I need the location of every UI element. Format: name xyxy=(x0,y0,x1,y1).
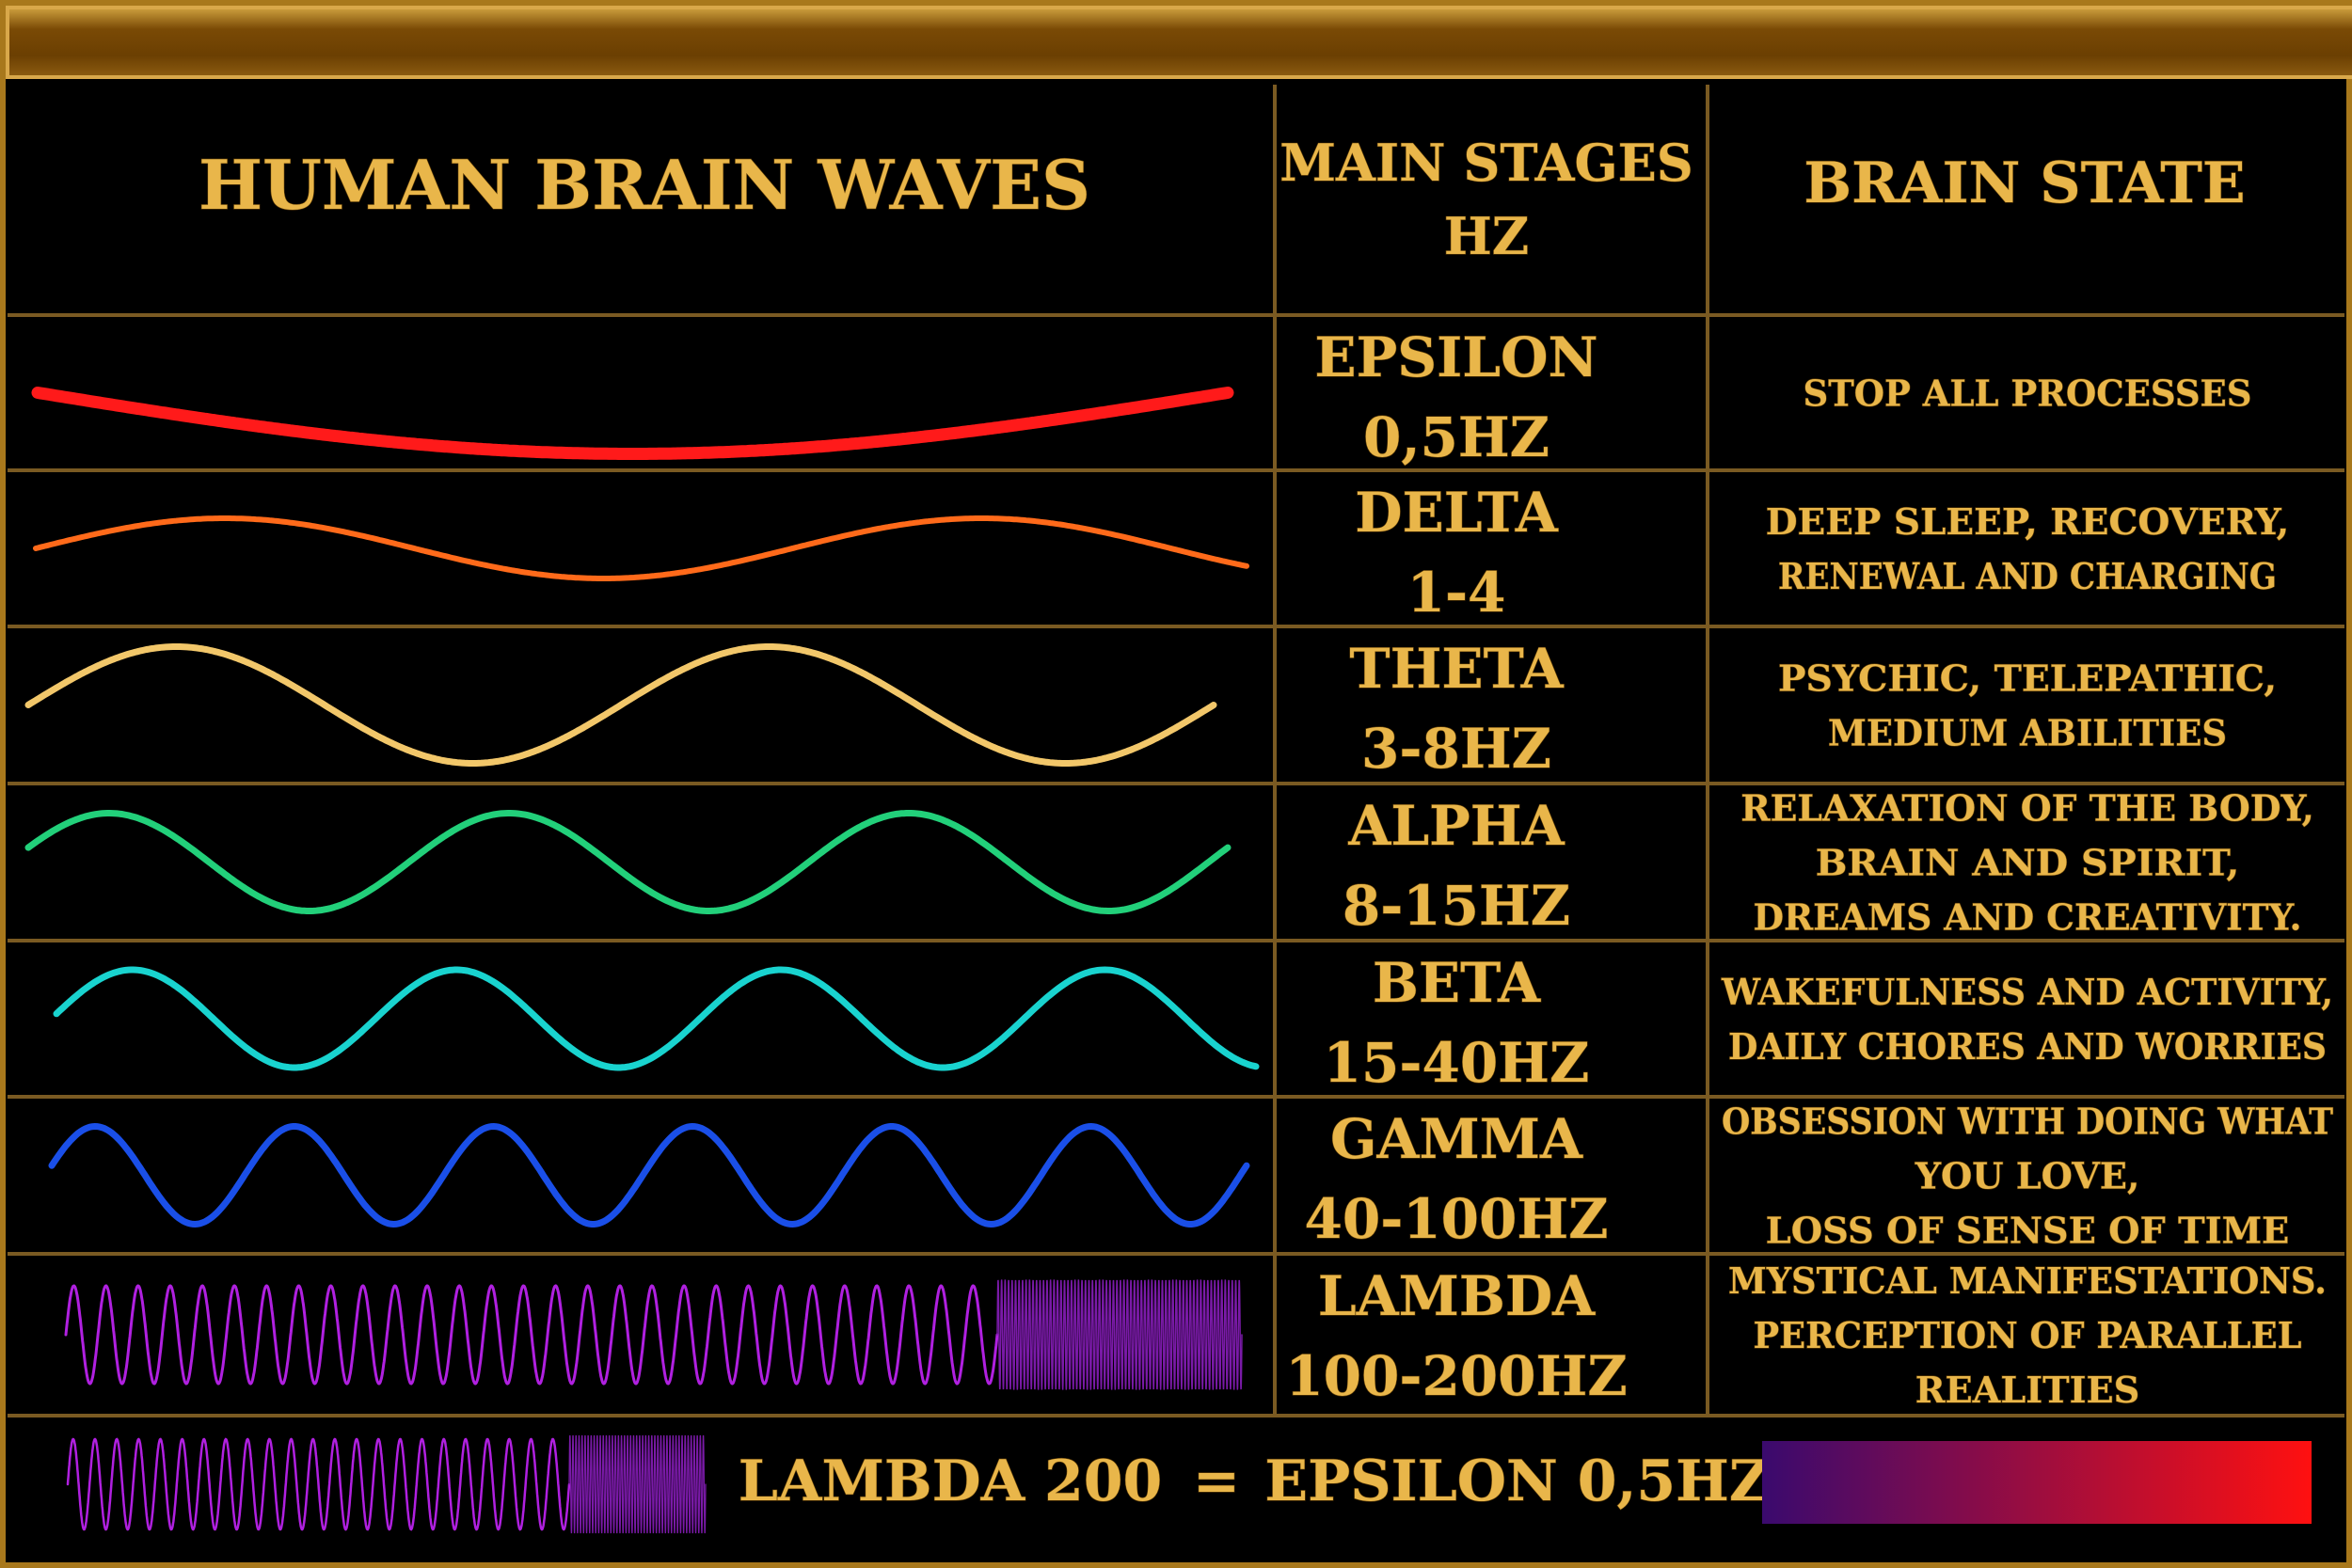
beta-stage-name: BETA xyxy=(1373,951,1541,1015)
delta-stage-frequency: 1-4 xyxy=(1407,561,1506,625)
beta-wave xyxy=(53,966,1260,1071)
alpha-state-line: RELAXATION OF THE BODY, xyxy=(1740,787,2314,830)
gamma-stage-name: GAMMA xyxy=(1330,1107,1583,1171)
stages-column-title: MAIN STAGES xyxy=(1279,133,1693,193)
delta-state-line: DEEP SLEEP, RECOVERY, xyxy=(1766,500,2290,543)
alpha-stage-frequency: 8-15HZ xyxy=(1343,874,1570,938)
theta-stage-frequency: 3-8HZ xyxy=(1361,717,1551,781)
gamma-state-line: YOU LOVE, xyxy=(1915,1155,2140,1197)
theta-state-line: PSYCHIC, TELEPATHIC, xyxy=(1778,657,2277,700)
state-column-title: BRAIN STATE xyxy=(1804,150,2245,216)
alpha-state-line: BRAIN AND SPIRIT, xyxy=(1816,842,2240,884)
beta-state-line: DAILY CHORES AND WORRIES xyxy=(1728,1025,2327,1068)
lambda-state-line: PERCEPTION OF PARALLEL xyxy=(1754,1314,2302,1356)
alpha-state-line: DREAMS AND CREATIVITY. xyxy=(1754,896,2302,939)
theta-state-line: MEDIUM ABILITIES xyxy=(1828,712,2227,754)
gamma-state-line: LOSS OF SENSE OF TIME xyxy=(1766,1210,2290,1252)
epsilon-state-line: STOP ALL PROCESSES xyxy=(1804,372,2252,415)
beta-stage-frequency: 15-40HZ xyxy=(1324,1031,1590,1095)
epsilon-stage-name: EPSILON xyxy=(1314,325,1597,389)
footer-lambda-wave xyxy=(66,1434,707,1534)
gamma-stage-frequency: 40-100HZ xyxy=(1305,1187,1609,1251)
lambda-stage-name: LAMBDA xyxy=(1318,1264,1596,1328)
delta-state-line: RENEWAL AND CHARGING xyxy=(1778,555,2277,597)
footer-color-gradient xyxy=(1762,1441,2312,1524)
footer-lambda-wave-dense xyxy=(568,1434,707,1534)
lambda-state-line: MYSTICAL MANIFESTATIONS. xyxy=(1728,1259,2327,1302)
footer-lambda-label: LAMBDA 200 xyxy=(739,1449,1163,1514)
delta-wave xyxy=(33,515,1249,581)
theta-stage-name: THETA xyxy=(1349,637,1564,701)
wave-column xyxy=(24,387,1260,1390)
lambda-wave-dense xyxy=(996,1279,1243,1390)
alpha-wave xyxy=(24,810,1232,914)
stage-column: EPSILON 0,5HZ DELTA 1-4 THETA 3-8HZ ALPHA 8-15H… xyxy=(1285,325,1629,1408)
epsilon-stage-frequency: 0,5HZ xyxy=(1363,405,1549,469)
beta-state-line: WAKEFULNESS AND ACTIVITY, xyxy=(1721,971,2333,1013)
top-bar xyxy=(6,6,2352,79)
state-column: STOP ALL PROCESSES DEEP SLEEP, RECOVERY, R… xyxy=(1720,372,2333,1412)
gamma-state-line: OBSESSION WITH DOING WHAT xyxy=(1722,1101,2333,1143)
lambda-wave xyxy=(64,1279,1243,1390)
stages-column-unit: HZ xyxy=(1444,206,1529,266)
epsilon-wave xyxy=(31,387,1234,460)
diagram-title: HUMAN BRAIN WAVES xyxy=(199,145,1090,225)
lambda-wave-regular xyxy=(64,1284,999,1386)
lambda-state-line: REALITIES xyxy=(1915,1369,2140,1411)
footer-lambda-wave-regular xyxy=(66,1437,571,1531)
delta-stage-name: DELTA xyxy=(1355,481,1559,545)
footer-epsilon-label: EPSILON 0,5HZ xyxy=(1264,1449,1770,1514)
lambda-stage-frequency: 100-200HZ xyxy=(1285,1344,1627,1408)
theta-wave xyxy=(24,643,1217,767)
table-grid xyxy=(8,85,2344,1418)
alpha-stage-name: ALPHA xyxy=(1347,794,1565,858)
footer-equals-sign: = xyxy=(1193,1449,1240,1514)
gamma-wave xyxy=(48,1122,1250,1228)
